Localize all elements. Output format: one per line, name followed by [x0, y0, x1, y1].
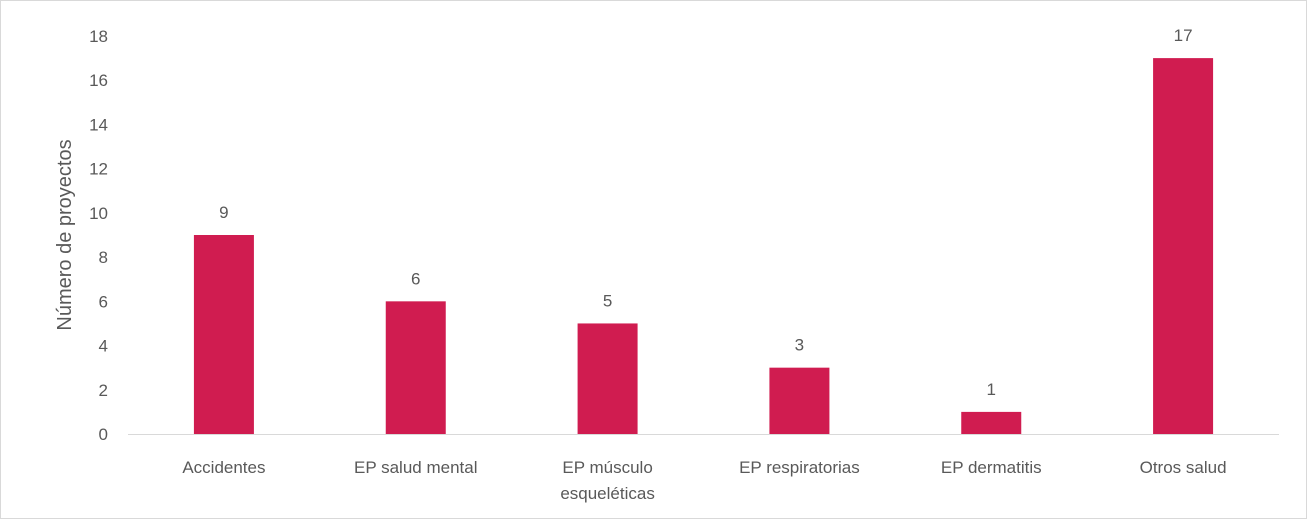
y-tick-label: 0	[99, 425, 108, 444]
data-label: 3	[795, 336, 804, 355]
data-label: 5	[603, 291, 612, 310]
x-tick-label: esqueléticas	[560, 484, 655, 503]
data-label: 6	[411, 269, 420, 288]
y-tick-label: 18	[89, 27, 108, 46]
y-tick-label: 14	[89, 115, 108, 134]
bar	[193, 235, 254, 434]
x-tick-label: EP salud mental	[354, 458, 477, 477]
bar	[577, 323, 638, 434]
y-tick-label: 12	[89, 160, 108, 179]
x-tick-label: Otros salud	[1140, 458, 1227, 477]
x-tick-label: EP dermatitis	[941, 458, 1042, 477]
y-tick-label: 4	[99, 337, 108, 356]
y-axis-label: Número de proyectos	[54, 139, 76, 330]
data-label: 17	[1174, 26, 1193, 45]
y-tick-label: 2	[99, 381, 108, 400]
bar	[1153, 58, 1214, 434]
x-tick-label: Accidentes	[182, 458, 265, 477]
y-tick-label: 10	[89, 204, 108, 223]
y-axis-ticks: 0 2 4 6 8 10 12 14 16 18	[89, 27, 108, 444]
y-tick-label: 6	[99, 292, 108, 311]
x-tick-label: EP respiratorias	[739, 458, 860, 477]
x-tick-label: EP músculo	[562, 458, 652, 477]
bar	[385, 301, 446, 434]
y-tick-label: 16	[89, 71, 108, 90]
bar	[961, 411, 1022, 434]
data-label: 9	[219, 203, 228, 222]
data-label: 1	[987, 380, 996, 399]
bars	[193, 58, 1214, 434]
y-tick-label: 8	[99, 248, 108, 267]
data-labels: 9 6 5 3 1 17	[219, 26, 1192, 399]
bar	[769, 367, 830, 434]
x-axis-labels: Accidentes EP salud mental EP músculo esque…	[182, 458, 1226, 503]
